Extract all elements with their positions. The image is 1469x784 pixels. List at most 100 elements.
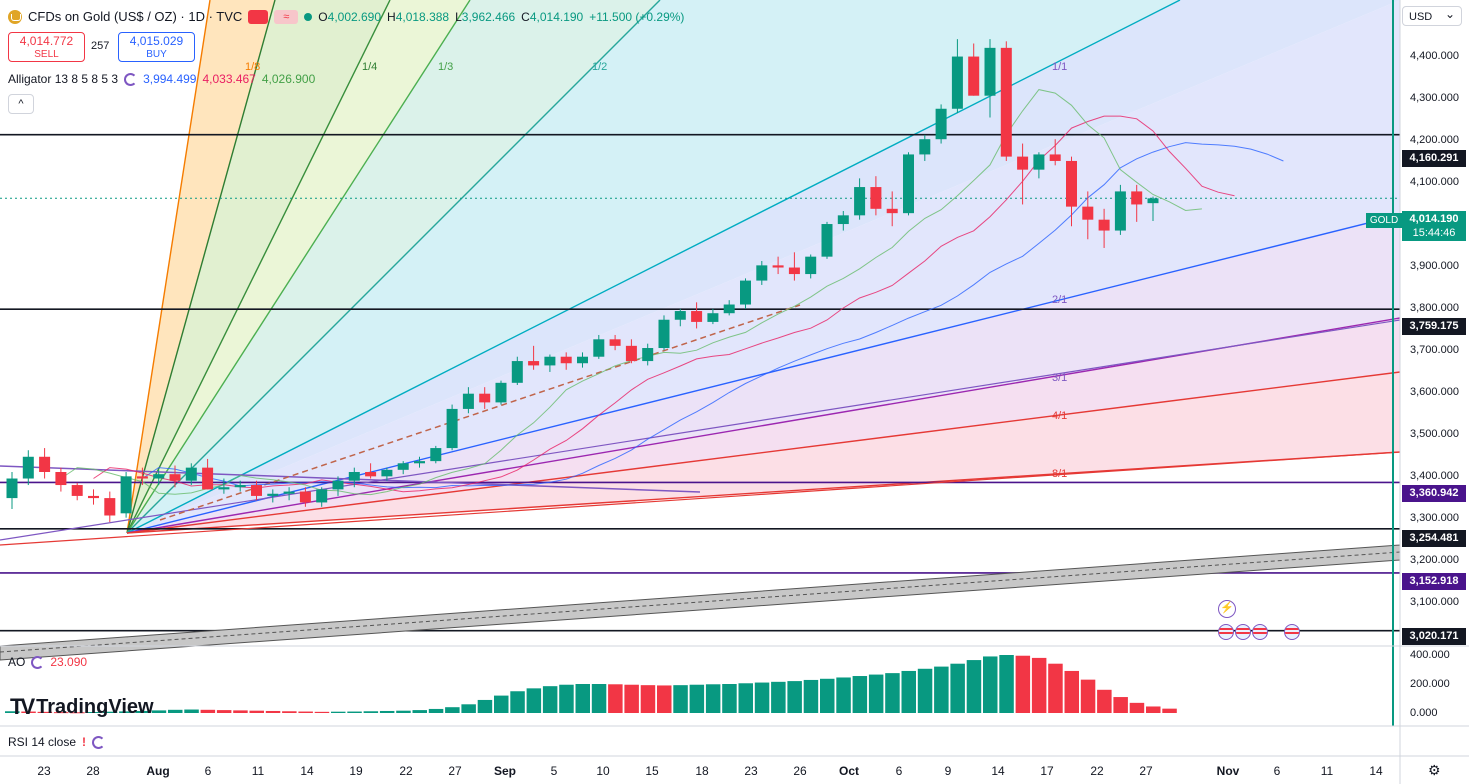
alert-icon[interactable]: ! xyxy=(82,735,87,749)
rsi-legend[interactable]: RSI 14 close ! xyxy=(8,735,106,749)
ao-bar xyxy=(787,681,802,713)
lightning-icon[interactable]: ⚡ xyxy=(1218,600,1236,618)
ohlc-high: H4,018.388 xyxy=(387,9,450,24)
ao-bar xyxy=(966,660,982,713)
ao-bar xyxy=(901,670,916,713)
level-label-3360[interactable]: 3,360.942 xyxy=(1402,485,1466,502)
alligator-jaw-value: 3,994.499 xyxy=(143,72,197,86)
time-tick: 11 xyxy=(1320,764,1334,778)
candle-body xyxy=(577,356,588,364)
candle-body xyxy=(299,491,311,503)
ohlc-low: L3,962.466 xyxy=(455,9,516,24)
level-label-3020[interactable]: 3,020.171 xyxy=(1402,628,1466,645)
rsi-label: RSI 14 close xyxy=(8,735,77,749)
candle-body xyxy=(723,304,735,314)
candle-body xyxy=(821,224,833,257)
level-label-3254[interactable]: 3,254.481 xyxy=(1402,530,1466,547)
alligator-label: Alligator 13 8 5 8 5 3 xyxy=(8,72,119,86)
buy-button[interactable]: 4,015.029 BUY xyxy=(118,32,195,62)
candle-body xyxy=(202,467,214,490)
ao-bar xyxy=(999,655,1014,713)
logo-text: TradingView xyxy=(36,695,154,718)
alligator-lips-value: 4,026.900 xyxy=(261,72,316,86)
price-tick: 3,800.000 xyxy=(1410,302,1459,314)
ao-bar xyxy=(70,712,85,714)
candle-body xyxy=(593,339,605,357)
ohlc-change: +11.500 (+0.29%) xyxy=(589,9,685,24)
ao-bar xyxy=(983,656,998,713)
candle-body xyxy=(1082,206,1094,220)
candle-body xyxy=(772,265,784,268)
ao-bar xyxy=(379,710,395,713)
ao-bar xyxy=(151,710,167,713)
gear-icon[interactable]: ⚙ xyxy=(1428,762,1441,778)
ao-bar xyxy=(494,695,509,713)
ao-histogram-layer xyxy=(5,655,1177,714)
candle-body xyxy=(88,495,99,499)
candle-body xyxy=(430,448,442,462)
collapse-legend-button[interactable]: ^ xyxy=(8,94,34,114)
time-tick: Aug xyxy=(146,764,170,778)
level-label-4160[interactable]: 4,160.291 xyxy=(1402,150,1466,167)
sell-button[interactable]: 4,014.772 SELL xyxy=(8,32,85,62)
candle-body xyxy=(740,280,751,305)
ao-tick: 200.000 xyxy=(1410,678,1450,690)
wave-icon[interactable]: ≈ xyxy=(274,9,299,24)
candle-body xyxy=(609,339,621,346)
ao-bar xyxy=(1113,697,1128,713)
time-tick: 6 xyxy=(204,764,212,778)
candle-body xyxy=(397,463,409,470)
candle-body xyxy=(39,456,51,472)
time-tick: 14 xyxy=(991,764,1005,778)
ao-bar xyxy=(852,676,868,713)
time-tick: 22 xyxy=(399,764,413,778)
us-flag-icon[interactable] xyxy=(1284,624,1300,640)
us-flag-icon[interactable] xyxy=(1218,624,1234,640)
ao-label: AO xyxy=(8,655,26,669)
ao-bar xyxy=(510,691,525,713)
ao-legend[interactable]: AO 23.090 xyxy=(8,655,87,669)
flag-icon[interactable] xyxy=(248,9,269,24)
us-flag-icon[interactable] xyxy=(1252,624,1268,640)
candle-body xyxy=(691,311,703,322)
ao-bar xyxy=(885,673,900,713)
candle-body xyxy=(1114,191,1126,231)
fan-label-4-1: 4/1 xyxy=(1052,410,1068,422)
settings-loop-icon[interactable] xyxy=(31,655,45,669)
time-tick: 19 xyxy=(349,764,363,778)
candle-body xyxy=(1017,156,1029,170)
ao-bar xyxy=(135,710,150,713)
market-open-dot xyxy=(304,12,313,21)
alligator-legend[interactable]: Alligator 13 8 5 8 5 3 3,994.499 4,033.4… xyxy=(8,72,315,86)
sell-label: SELL xyxy=(34,49,59,60)
level-label-3759[interactable]: 3,759.175 xyxy=(1402,318,1466,335)
ao-bar xyxy=(868,674,884,713)
settings-loop-icon[interactable] xyxy=(124,72,138,86)
candle-body xyxy=(234,485,246,488)
candle-body xyxy=(218,487,230,490)
ao-bar xyxy=(722,684,737,713)
ao-bar xyxy=(86,711,101,713)
ao-bar xyxy=(657,685,672,713)
fan-label-1-8: 1/8 xyxy=(245,61,261,73)
level-label-3152[interactable]: 3,152.918 xyxy=(1402,573,1466,590)
symbol-title[interactable]: CFDs on Gold (US$ / OZ) · 1D · TVC xyxy=(28,9,243,24)
current-price: 4,014.190 xyxy=(1409,213,1459,225)
time-tick: 22 xyxy=(1090,764,1104,778)
time-tick: Sep xyxy=(493,764,517,778)
buy-label: BUY xyxy=(146,49,167,60)
currency-select[interactable]: USD xyxy=(1402,4,1462,26)
us-flag-icon[interactable] xyxy=(1235,624,1251,640)
ao-bar xyxy=(53,712,69,714)
candle-body xyxy=(462,393,474,409)
settings-loop-icon[interactable] xyxy=(92,735,106,749)
ao-bar xyxy=(934,666,949,713)
ao-bar xyxy=(836,677,851,713)
ao-bar xyxy=(1146,706,1161,713)
candle-body xyxy=(6,478,18,499)
candle-body xyxy=(22,456,34,479)
ao-tick: 400.000 xyxy=(1410,649,1450,661)
ao-bar xyxy=(689,684,705,713)
candle-body xyxy=(837,215,849,225)
